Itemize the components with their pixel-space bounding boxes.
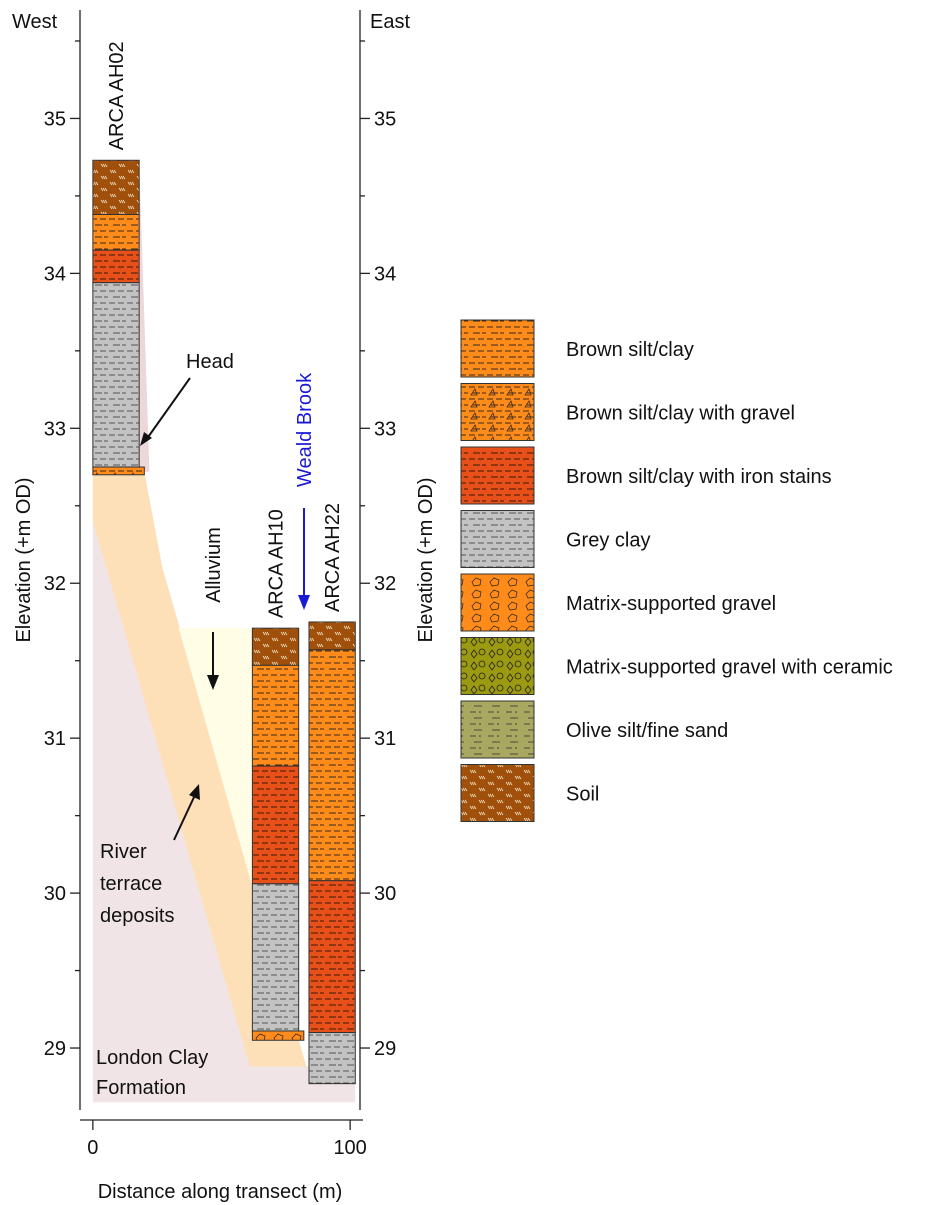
borehole-label: ARCA AH02 (106, 41, 128, 150)
area-label: Head (186, 351, 234, 373)
east-label: East (370, 11, 410, 33)
legend-label: Soil (566, 784, 599, 806)
legend-swatch (461, 384, 534, 441)
y-tick-label: 32 (44, 573, 66, 595)
legend-label: Olive silt/fine sand (566, 720, 728, 742)
area-label-line: terrace (100, 873, 162, 895)
x-tick-label: 100 (333, 1137, 366, 1159)
legend-label: Matrix-supported gravel with ceramic (566, 657, 893, 679)
y-tick-label: 34 (44, 263, 66, 285)
y-tick-label: 31 (44, 728, 66, 750)
layer (309, 881, 355, 1033)
layer (309, 622, 355, 650)
figure: ARCA AH02 ARCA AH10 ARCA AH22 29 29 30 30 31 31… (0, 0, 941, 1205)
layer (252, 1031, 303, 1040)
legend-label: Matrix-supported gravel (566, 593, 776, 615)
y2-tick-label: 31 (374, 728, 396, 750)
layer (93, 467, 144, 475)
x-tick-label: 0 (87, 1137, 98, 1159)
legend-swatch (461, 765, 534, 822)
area-label-line: River (100, 841, 147, 863)
y2-axis-label: Elevation (+m OD) (415, 477, 437, 642)
legend-swatch (461, 638, 534, 695)
layer (309, 650, 355, 881)
y-axis-label: Elevation (+m OD) (13, 477, 35, 642)
y-tick-label: 33 (44, 418, 66, 440)
layer (93, 160, 139, 214)
legend-label: Brown silt/clay with gravel (566, 403, 795, 425)
layer (252, 665, 298, 766)
layer (252, 628, 298, 665)
y2-tick-label: 32 (374, 573, 396, 595)
layer (93, 215, 139, 251)
legend-swatch (461, 320, 534, 377)
area-label-line: Alluvium (203, 527, 225, 603)
layer (93, 250, 139, 283)
legend-swatch (461, 574, 534, 631)
legend-label: Brown silt/clay (566, 339, 694, 361)
legend-swatch (461, 701, 534, 758)
borehole-label: ARCA AH22 (322, 503, 344, 612)
area-label-line: Formation (96, 1077, 186, 1099)
y-tick-label: 35 (44, 108, 66, 130)
legend-label: Grey clay (566, 530, 650, 552)
layer (93, 283, 139, 467)
y2-tick-label: 30 (374, 883, 396, 905)
x-axis-label: Distance along transect (m) (98, 1181, 343, 1203)
area-label-line: deposits (100, 905, 175, 927)
stream-label: Weald Brook (294, 372, 316, 487)
legend-swatch (461, 447, 534, 504)
legend-label: Brown silt/clay with iron stains (566, 466, 832, 488)
area-label-line: Head (186, 351, 234, 373)
y2-tick-label: 33 (374, 418, 396, 440)
legend-swatch (461, 511, 534, 568)
borehole-label: ARCA AH10 (266, 509, 288, 618)
area-label-line: London Clay (96, 1047, 208, 1069)
y-tick-label: 29 (44, 1038, 66, 1060)
unit-area (139, 162, 149, 472)
y2-tick-label: 35 (374, 108, 396, 130)
arrow (146, 378, 190, 440)
west-label: West (12, 11, 58, 33)
layer (252, 766, 298, 884)
arrow-head (298, 595, 310, 610)
area-label: Alluvium (203, 527, 225, 603)
y2-tick-label: 34 (374, 263, 396, 285)
y-tick-label: 30 (44, 883, 66, 905)
y2-tick-label: 29 (374, 1038, 396, 1060)
layer (309, 1033, 355, 1084)
layer (252, 884, 298, 1031)
